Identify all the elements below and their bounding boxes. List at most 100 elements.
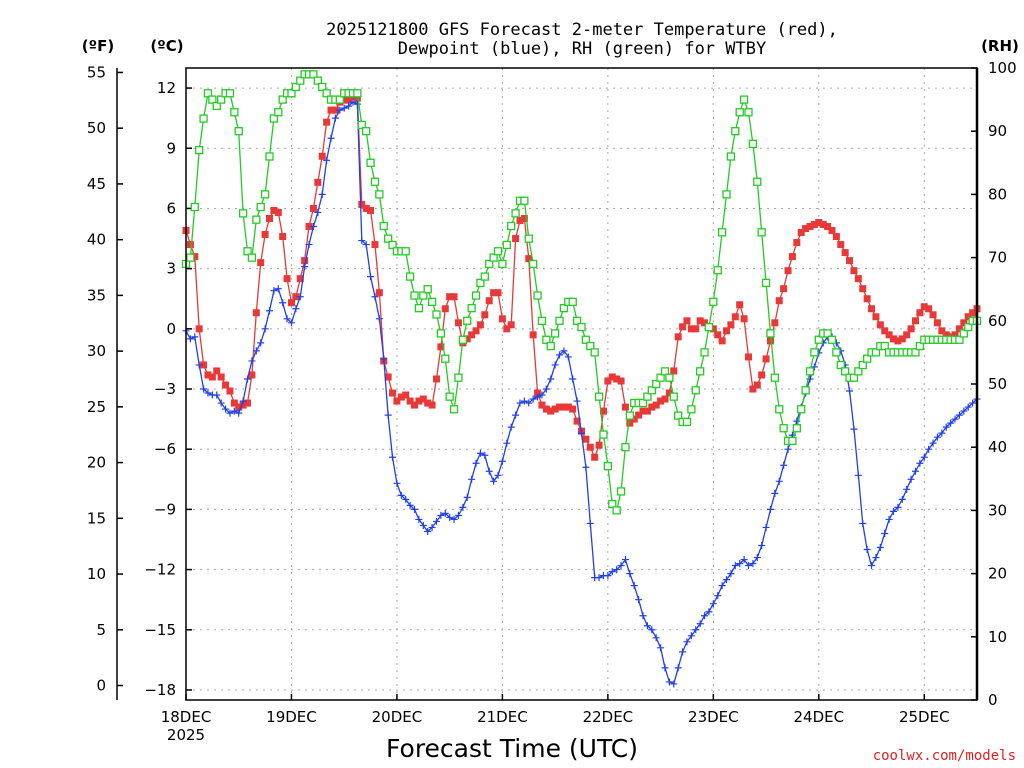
- relative-humidity-point: [871, 348, 881, 357]
- dewpoint-point: [485, 467, 493, 475]
- dewpoint-point: [296, 293, 304, 301]
- relative-humidity-series: [181, 70, 982, 515]
- temperature-point: [599, 407, 607, 415]
- dewpoint-point: [630, 582, 638, 590]
- dewpoint-point: [683, 638, 691, 646]
- dewpoint-point: [854, 471, 862, 479]
- relative-humidity-point: [590, 348, 599, 357]
- temperature-point: [331, 106, 339, 114]
- temperature-point: [393, 397, 401, 405]
- celsius-tick-label: −6: [154, 440, 176, 458]
- dewpoint-point: [340, 104, 348, 112]
- dewpoint-point: [960, 407, 968, 415]
- temperature-point: [389, 389, 397, 397]
- relative-humidity-point: [779, 424, 788, 433]
- relative-humidity-point: [458, 335, 468, 344]
- temperature-point: [718, 337, 726, 345]
- dewpoint-point: [397, 491, 405, 499]
- dewpoint-point: [252, 347, 260, 355]
- relative-humidity-point: [498, 259, 507, 269]
- dewpoint-point: [516, 399, 524, 407]
- dewpoint-point: [784, 445, 792, 453]
- temperature-point: [846, 257, 854, 265]
- relative-humidity-point: [862, 354, 872, 363]
- relative-humidity-point: [735, 108, 744, 117]
- dewpoint-point: [261, 325, 269, 333]
- relative-humidity-point: [955, 335, 964, 344]
- dewpoint-point: [481, 451, 489, 459]
- temperature-point: [525, 255, 533, 263]
- temperature-point: [204, 371, 212, 379]
- dewpoint-point: [608, 568, 616, 576]
- temperature-point: [780, 285, 788, 293]
- temperature-point: [327, 106, 335, 114]
- dewpoint-series: [182, 98, 981, 688]
- temperature-point: [788, 253, 796, 261]
- temperature-point: [314, 178, 322, 186]
- relative-humidity-point: [854, 367, 863, 376]
- temperature-point: [709, 325, 717, 333]
- dewpoint-point: [569, 375, 577, 383]
- relative-humidity-point: [858, 360, 867, 370]
- fahrenheit-tick-label: 55: [87, 63, 106, 81]
- dewpoint-point: [327, 134, 335, 142]
- dewpoint-point: [793, 417, 801, 425]
- dewpoint-point: [336, 106, 344, 114]
- relative-humidity-point: [647, 386, 656, 395]
- relative-humidity-point: [964, 322, 973, 332]
- celsius-tick-label: −3: [154, 380, 176, 398]
- dewpoint-point: [538, 391, 546, 399]
- dewpoint-point: [564, 353, 572, 361]
- temperature-point: [920, 303, 928, 311]
- temperature-point: [406, 397, 414, 405]
- dewpoint-point: [749, 560, 757, 568]
- relative-humidity-point: [761, 278, 771, 288]
- relative-humidity-point: [594, 392, 604, 401]
- temperature-point: [195, 325, 203, 333]
- temperature-point: [529, 331, 537, 339]
- temperature-point: [446, 293, 454, 301]
- temperature-point: [670, 367, 678, 375]
- temperature-point: [674, 333, 682, 341]
- dewpoint-point: [287, 319, 295, 327]
- relative-humidity-point: [608, 499, 617, 509]
- dewpoint-point: [454, 511, 462, 519]
- temperature-point: [661, 395, 669, 403]
- celsius-tick-label: 3: [166, 260, 176, 278]
- dewpoint-point: [586, 519, 594, 527]
- temperature-point: [520, 214, 528, 222]
- dewpoint-point: [758, 542, 766, 550]
- temperature-point: [595, 441, 603, 449]
- relative-humidity-point: [555, 316, 564, 325]
- temperature-point: [507, 321, 515, 329]
- temperature-point: [894, 337, 902, 345]
- dewpoint-point: [520, 397, 528, 405]
- relative-humidity-point: [669, 392, 678, 401]
- temperature-point: [534, 389, 542, 397]
- temperature-point: [837, 241, 845, 249]
- temperature-point: [630, 415, 638, 423]
- relative-humidity-point: [660, 367, 670, 376]
- relative-humidity-point: [770, 373, 780, 382]
- temperature-point: [775, 297, 783, 305]
- fahrenheit-unit-label: (ºF): [82, 37, 114, 55]
- relative-humidity-point: [375, 190, 384, 199]
- relative-humidity-point: [463, 316, 472, 325]
- relative-humidity-point: [674, 411, 683, 420]
- dewpoint-point: [613, 566, 621, 574]
- dewpoint-point: [503, 439, 511, 447]
- dewpoint-point: [692, 626, 700, 634]
- relative-humidity-point: [722, 190, 731, 199]
- relative-humidity-point: [643, 392, 652, 401]
- temperature-point: [270, 206, 278, 214]
- temperature-point: [419, 395, 427, 403]
- relative-humidity-point: [432, 310, 441, 319]
- temperature-point: [635, 411, 643, 419]
- relative-humidity-point: [836, 360, 845, 370]
- temperature-point: [362, 204, 370, 212]
- relative-humidity-point: [511, 209, 520, 218]
- rh-tick-label: 60: [988, 312, 1007, 330]
- dewpoint-point: [507, 423, 515, 431]
- temperature-point: [621, 403, 629, 411]
- relative-humidity-point: [238, 209, 248, 218]
